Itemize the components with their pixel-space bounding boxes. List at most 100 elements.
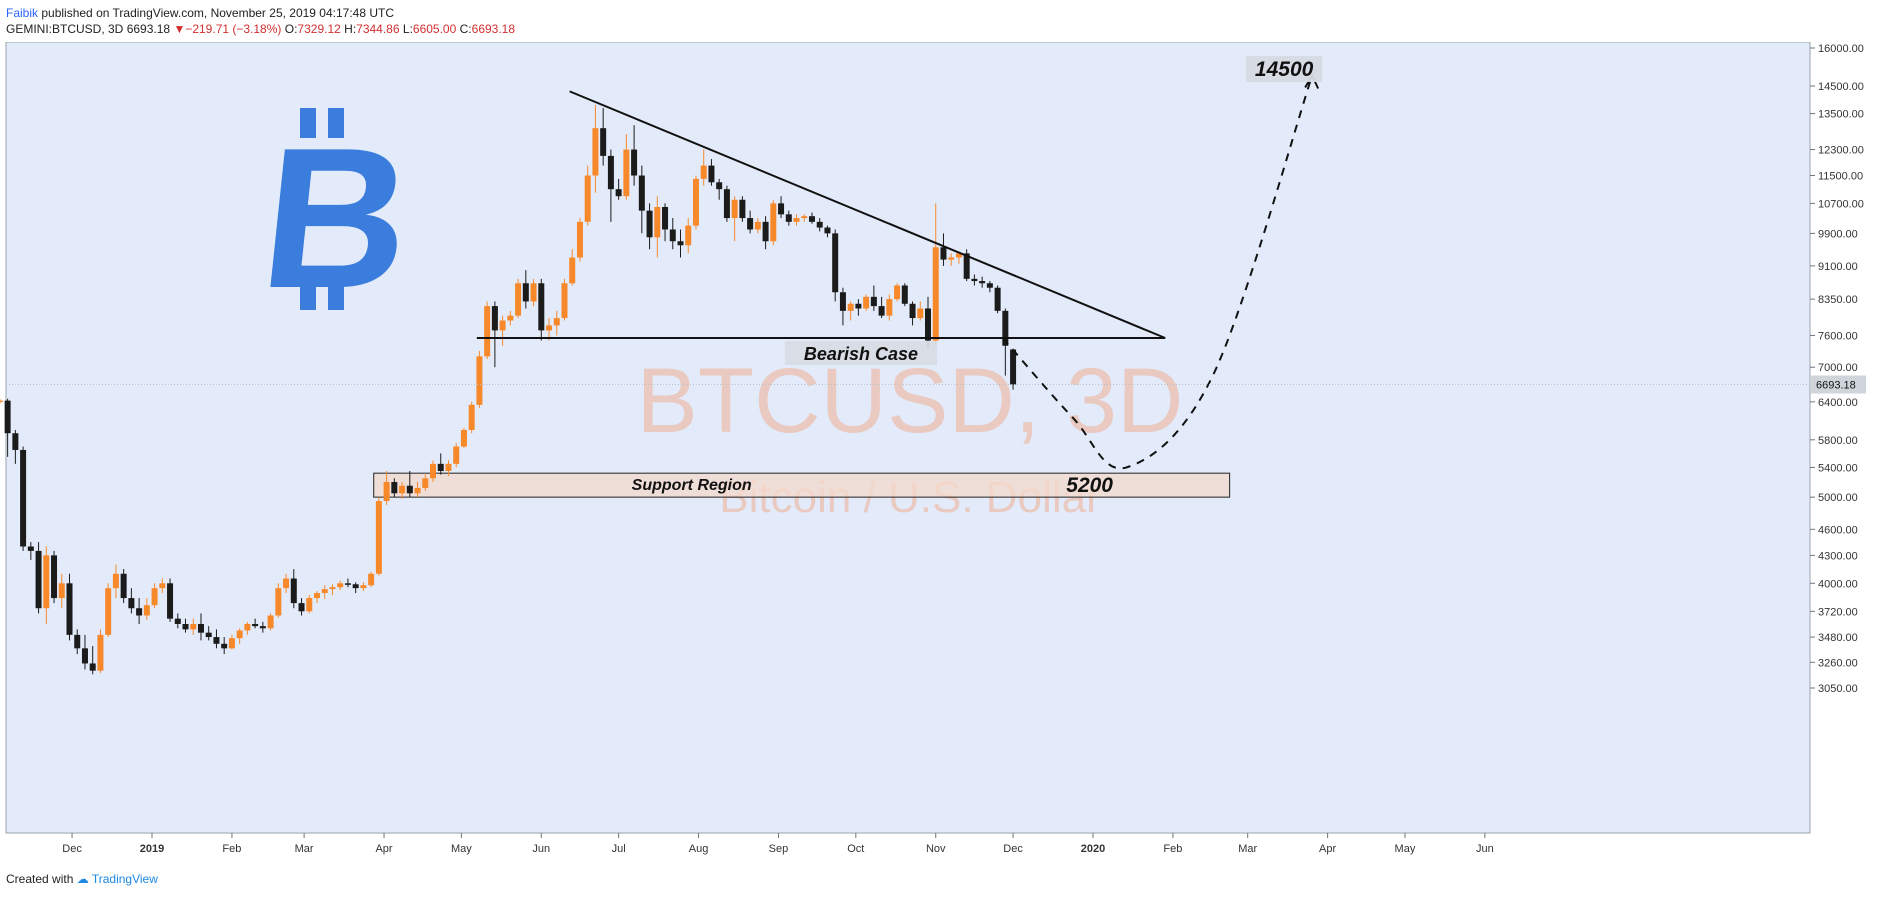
last-price: 6693.18 xyxy=(126,22,171,36)
candle-down xyxy=(963,253,970,279)
time-tick-label: Jul xyxy=(612,843,626,855)
bitcoin-icon-bar-bottom xyxy=(300,280,316,310)
candle-up xyxy=(484,306,491,357)
time-tick-label: Feb xyxy=(222,843,241,855)
candle-down xyxy=(182,623,189,630)
price-tick-label: 13500.00 xyxy=(1818,109,1864,121)
candle-down xyxy=(344,583,351,585)
projection-path[interactable] xyxy=(1002,75,1314,470)
close-label: C: xyxy=(459,22,472,36)
candle-down xyxy=(662,206,669,230)
high-label: H: xyxy=(344,22,357,36)
candle-up xyxy=(430,463,437,479)
support-region-box[interactable] xyxy=(373,472,1231,498)
bitcoin-icon: B xyxy=(253,106,421,329)
candle-up xyxy=(584,175,591,222)
candle-down xyxy=(51,555,58,599)
last-price-tag xyxy=(1811,375,1866,394)
symbol-label: GEMINI:BTCUSD, 3D xyxy=(6,22,124,36)
candle-down xyxy=(391,481,398,494)
bitcoin-icon-bar-top xyxy=(300,108,316,138)
price-chart[interactable]: BTCUSD, 3D Bitcoin / U.S. Dollar B 16000… xyxy=(0,42,1884,868)
price-tick-label: 8350.00 xyxy=(1818,294,1858,306)
price-tick-label: 9900.00 xyxy=(1818,228,1858,240)
open-label: O: xyxy=(284,22,298,36)
candle-up xyxy=(569,257,576,284)
candle-up xyxy=(886,299,893,316)
candle-down xyxy=(136,608,143,616)
candle-up xyxy=(360,585,367,589)
candle-down xyxy=(89,663,96,671)
candle-down xyxy=(716,182,723,190)
candle-up xyxy=(801,216,808,219)
candle-down xyxy=(909,303,916,319)
candle-up xyxy=(546,325,553,331)
time-tick-label: Dec xyxy=(62,843,82,855)
time-tick-label: 2020 xyxy=(1081,843,1105,855)
candle-up xyxy=(368,573,375,586)
support-region-label: Support Region xyxy=(632,477,752,494)
bitcoin-icon-bar-top-2 xyxy=(328,108,344,138)
candle-down xyxy=(994,287,1001,311)
candle-up xyxy=(468,404,475,430)
candle-down xyxy=(66,583,73,635)
tradingview-link[interactable]: TradingView xyxy=(91,872,158,886)
time-tick-label: Apr xyxy=(1319,843,1336,855)
candle-up xyxy=(105,588,112,635)
candle-up xyxy=(731,199,738,219)
price-tick-label: 5800.00 xyxy=(1818,435,1858,447)
support-region[interactable]: Support Region 5200 xyxy=(373,472,1231,498)
candle-up xyxy=(337,583,344,588)
annotation-labels[interactable]: Bearish Case 14500 xyxy=(784,56,1323,366)
bitcoin-icon-bar-bottom-2 xyxy=(328,280,344,310)
descending-trendline[interactable] xyxy=(569,90,1166,339)
price-tick-label: 6400.00 xyxy=(1818,397,1858,409)
ohlc-line: GEMINI:BTCUSD, 3D 6693.18 ▼−219.71 (−3.1… xyxy=(6,22,515,36)
candle-up xyxy=(228,638,235,649)
chart-header: Faibik published on TradingView.com, Nov… xyxy=(0,0,1884,42)
candle-up xyxy=(151,588,158,606)
price-tick-label: 5000.00 xyxy=(1818,492,1858,504)
candle-up xyxy=(700,165,707,179)
candle-up xyxy=(507,315,514,321)
time-tick-label: Mar xyxy=(295,843,314,855)
bearish-case-badge xyxy=(784,341,937,366)
candle-down xyxy=(197,623,204,633)
candle-down xyxy=(491,306,498,331)
author-link[interactable]: Faibik xyxy=(6,6,39,20)
price-tick-label: 16000.00 xyxy=(1818,43,1864,55)
candle-up xyxy=(530,283,537,302)
price-tick-label: 9100.00 xyxy=(1818,261,1858,273)
price-tick-label: 5400.00 xyxy=(1818,462,1858,474)
price-tick-label: 7000.00 xyxy=(1818,362,1858,374)
candle-up xyxy=(685,225,692,246)
candle-down xyxy=(437,463,444,472)
candle-up xyxy=(948,257,955,260)
candle-down xyxy=(167,583,174,619)
time-axis[interactable]: Dec 2019 Feb Mar Apr May Jun Jul Aug Sep Oct Nov Dec… xyxy=(6,832,1810,855)
candle-down xyxy=(205,632,212,638)
low-label: L: xyxy=(402,22,413,36)
candle-down xyxy=(81,648,88,664)
candle-down xyxy=(298,603,305,612)
candle-up xyxy=(793,218,800,222)
candle-down xyxy=(352,584,359,589)
candle-down xyxy=(1002,310,1009,346)
candle-down xyxy=(221,643,228,649)
candle-down xyxy=(747,218,754,230)
candle-down xyxy=(252,623,259,627)
candle-up xyxy=(375,501,382,574)
watermark-title: BTCUSD, 3D xyxy=(637,350,1184,452)
price-tick-label: 4600.00 xyxy=(1818,524,1858,536)
candle-down xyxy=(986,283,993,288)
candle-down xyxy=(723,189,730,219)
candle-down xyxy=(708,165,715,183)
candle-up xyxy=(692,178,699,226)
candle-down xyxy=(979,281,986,284)
candle-down xyxy=(600,128,607,156)
bearish-case-label: Bearish Case xyxy=(804,344,918,364)
price-axis[interactable]: 16000.00 14500.00 13500.00 12300.00 11500.00… xyxy=(1809,42,1864,833)
price-tick-label: 3480.00 xyxy=(1818,632,1858,644)
candle-up xyxy=(847,303,854,311)
candle-up xyxy=(159,583,166,589)
